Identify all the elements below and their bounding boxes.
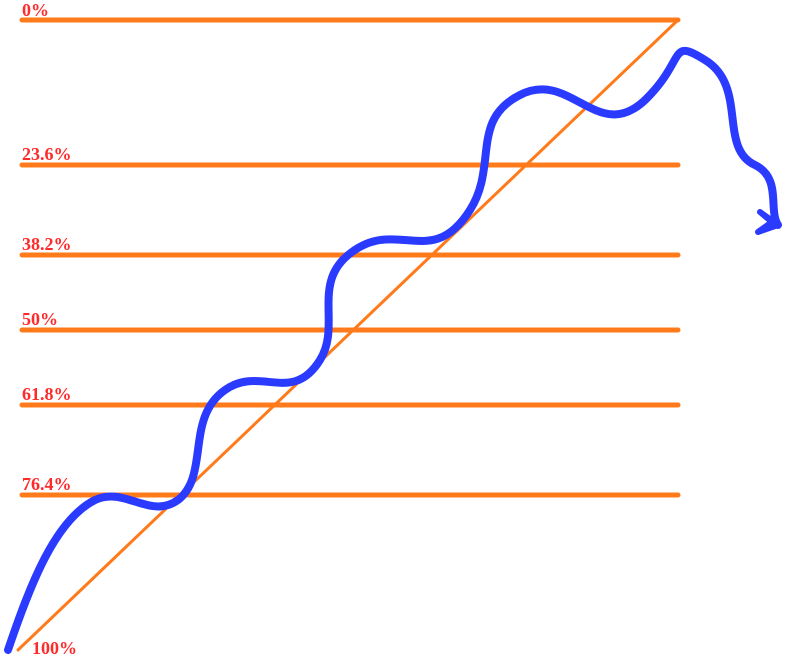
level-label-50: 50% — [22, 309, 58, 330]
level-label-100: 100% — [32, 638, 77, 659]
level-label-76-4: 76.4% — [22, 474, 72, 495]
diagram-canvas — [0, 0, 800, 662]
level-label-38-2: 38.2% — [22, 234, 72, 255]
level-label-23-6: 23.6% — [22, 144, 72, 165]
price-curve — [8, 51, 778, 650]
fibonacci-retracement-diagram: 0% 23.6% 38.2% 50% 61.8% 76.4% 100% — [0, 0, 800, 662]
level-label-0: 0% — [22, 0, 49, 21]
diagonal-trend-line — [18, 20, 678, 650]
level-label-61-8: 61.8% — [22, 384, 72, 405]
